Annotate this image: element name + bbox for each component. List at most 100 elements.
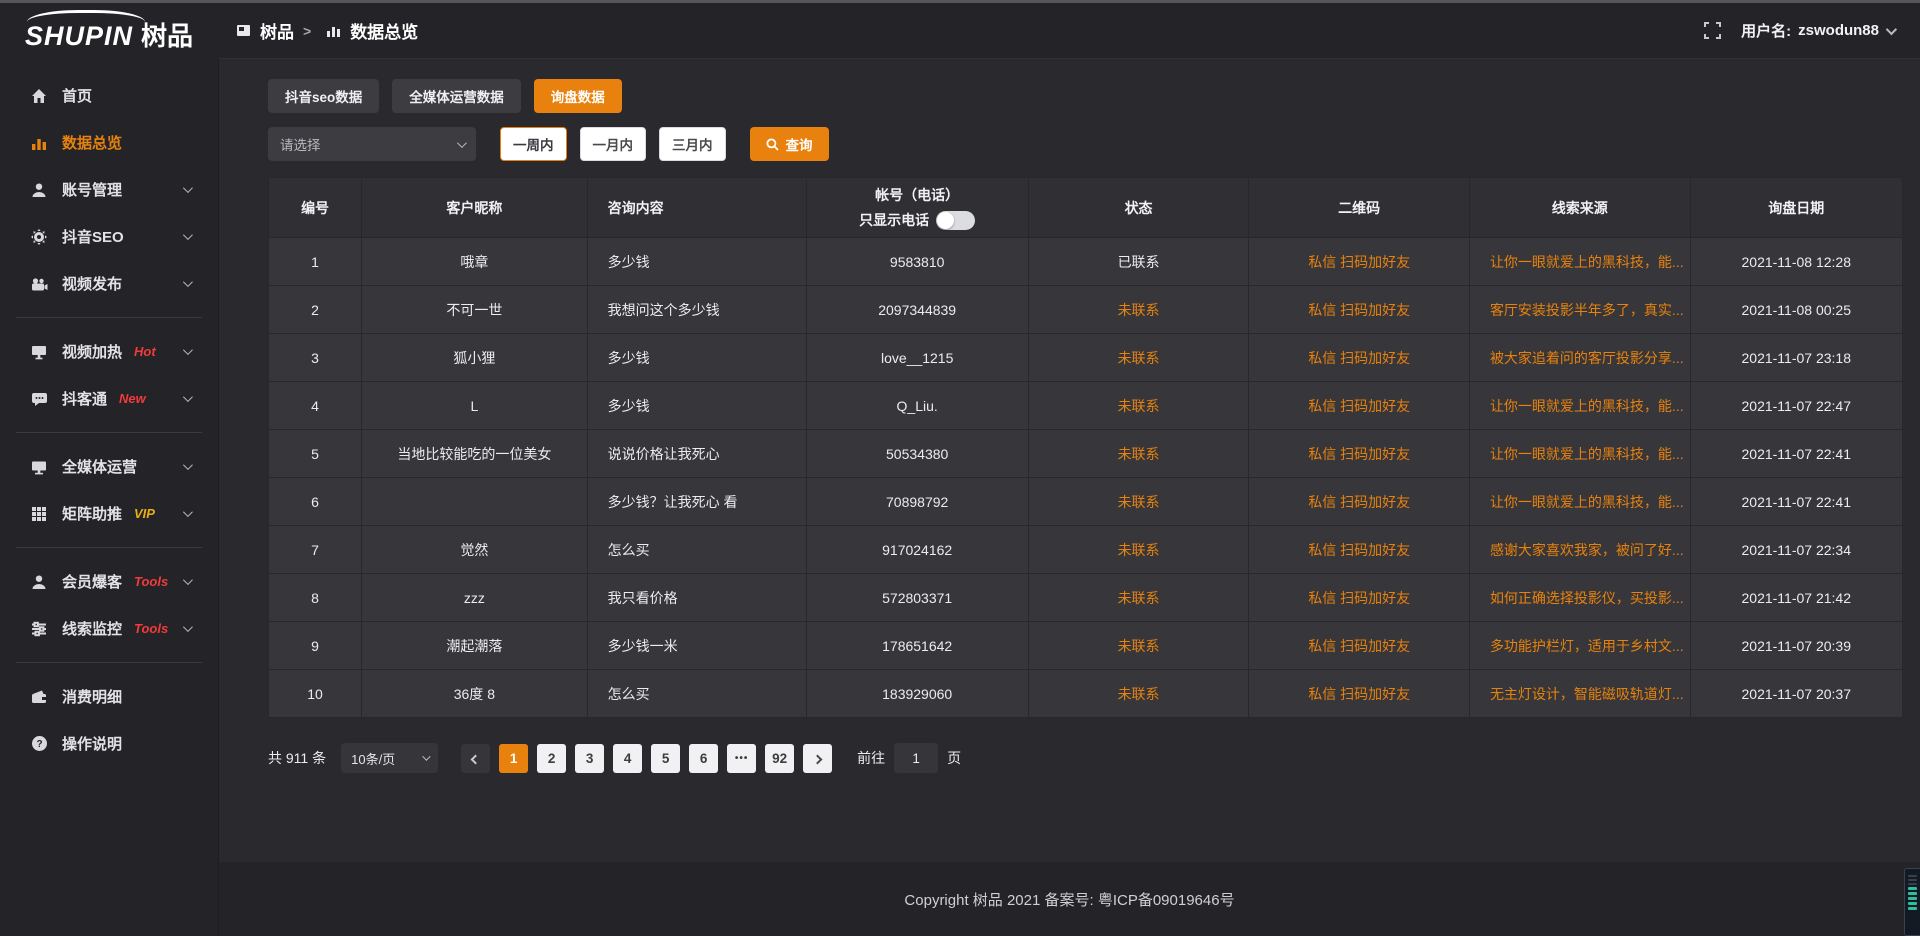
cell-id: 9 [267,621,363,670]
sidebar-item-omnimedia[interactable]: 全媒体运营 [0,443,218,490]
sidebar-item-expense-detail[interactable]: 消费明细 [0,673,218,720]
cell-message: 怎么买 [586,669,807,718]
sidebar-item-doukeTong[interactable]: 抖客通 New [0,375,218,422]
query-button[interactable]: 查询 [749,127,829,161]
corner-widget[interactable] [1904,868,1920,936]
source-link[interactable]: 如何正确选择投影仪，买投影... [1468,573,1691,622]
cell-nickname: L [361,381,588,430]
chevron-down-icon [182,575,193,586]
tab-omnimedia-data[interactable]: 全媒体运营数据 [392,79,521,113]
period-month-button[interactable]: 一月内 [579,127,646,161]
qrcode-link[interactable]: 私信 扫码加好友 [1248,333,1470,382]
tab-douyin-seo-data[interactable]: 抖音seo数据 [268,79,380,113]
fullscreen-icon[interactable] [1704,22,1722,39]
divider [16,662,202,663]
window-top-edge [0,0,1920,3]
cell-message: 多少钱？让我死心 看 [586,477,807,526]
cell-date: 2021-11-07 23:18 [1689,333,1904,382]
monitor-icon [30,458,48,476]
sidebar-item-home[interactable]: 首页 [0,72,218,119]
qrcode-link[interactable]: 私信 扫码加好友 [1248,429,1470,478]
source-link[interactable]: 让你一眼就爱上的黑科技，能... [1468,429,1691,478]
cell-nickname: 36度 8 [361,669,588,718]
source-link[interactable]: 无主灯设计，智能磁吸轨道灯... [1468,669,1691,718]
page-button-92[interactable]: 92 [765,743,795,773]
table-row: 2 不可一世 我想问这个多少钱 2097344839 未联系 私信 扫码加好友 … [267,285,1904,334]
filter-bar: 请选择 一周内 一月内 三月内 查询 [268,127,1903,161]
top-header: SHUPIN 树品 树品 > 数据总览 用户名: zswodun88 [0,3,1920,58]
page-footer: Copyright 树品 2021 备案号: 粤ICP备09019646号 [219,862,1920,936]
qrcode-link[interactable]: 私信 扫码加好友 [1248,477,1470,526]
qrcode-link[interactable]: 私信 扫码加好友 [1248,285,1470,334]
goto-page-input[interactable] [894,743,939,773]
qrcode-link[interactable]: 私信 扫码加好友 [1248,669,1470,718]
qrcode-link[interactable]: 私信 扫码加好友 [1248,573,1470,622]
source-link[interactable]: 被大家追着问的客厅投影分享... [1468,333,1691,382]
period-quarter-button[interactable]: 三月内 [659,127,726,161]
sidebar-item-lead-monitor[interactable]: 线索监控 Tools [0,605,218,652]
sidebar-item-video-publish[interactable]: 视频发布 [0,260,218,307]
cell-id: 10 [267,669,363,718]
qrcode-link[interactable]: 私信 扫码加好友 [1248,621,1470,670]
chevron-down-icon [182,345,193,356]
prev-page-button[interactable] [461,743,491,773]
cell-message: 多少钱一米 [586,621,807,670]
widget-bar [1908,892,1917,895]
logo-text-cn: 树品 [140,21,193,51]
cell-message: 多少钱 [586,237,807,286]
cell-date: 2021-11-07 22:34 [1689,525,1904,574]
logo-text-en: SHUPIN [25,21,134,51]
sidebar-item-label: 会员爆客 [62,574,123,591]
member-icon [30,573,48,591]
cell-date: 2021-11-07 22:41 [1689,429,1904,478]
page-button-5[interactable]: 5 [651,743,681,773]
cell-account: 572803371 [805,573,1029,622]
cell-nickname: 哦章 [361,237,588,286]
sidebar-item-label: 首页 [62,88,93,105]
sidebar-item-data-overview[interactable]: 数据总览 [0,119,218,166]
source-link[interactable]: 多功能护栏灯，适用于乡村文... [1468,621,1691,670]
page-button-1[interactable]: 1 [499,743,529,773]
bar-chart-icon [30,134,48,152]
page-button-2[interactable]: 2 [537,743,567,773]
source-link[interactable]: 客厅安装投影半年多了，真实... [1468,285,1691,334]
cell-account: 9583810 [805,237,1029,286]
page-button-6[interactable]: 6 [689,743,719,773]
sidebar-item-video-heat[interactable]: 视频加热 Hot [0,328,218,375]
source-link[interactable]: 让你一眼就爱上的黑科技，能... [1468,477,1691,526]
col-header-account-title: 帐号（电话） [875,187,960,203]
period-week-button[interactable]: 一周内 [500,127,567,161]
table-row: 10 36度 8 怎么买 183929060 未联系 私信 扫码加好友 无主灯设… [267,669,1904,718]
phone-only-toggle[interactable] [936,210,976,230]
page-button-4[interactable]: 4 [613,743,643,773]
col-header-status: 状态 [1027,177,1250,238]
filter-select[interactable]: 请选择 [268,127,476,161]
sidebar-item-help[interactable]: ? 操作说明 [0,720,218,767]
qrcode-link[interactable]: 私信 扫码加好友 [1248,381,1470,430]
page-ellipsis-button[interactable]: ••• [727,743,757,773]
sidebar-item-label: 全媒体运营 [62,459,138,476]
breadcrumb-root[interactable]: 树品 [260,23,294,42]
source-link[interactable]: 让你一眼就爱上的黑科技，能... [1468,381,1691,430]
cell-date: 2021-11-08 00:25 [1689,285,1904,334]
sidebar-item-account-mgmt[interactable]: 账号管理 [0,166,218,213]
sliders-icon [30,620,48,638]
sidebar-item-douyin-seo[interactable]: 抖音SEO [0,213,218,260]
search-icon [766,138,779,151]
page-size-select[interactable]: 10条/页 [341,743,439,773]
next-page-button[interactable] [803,743,833,773]
cell-nickname: 潮起潮落 [361,621,588,670]
source-link[interactable]: 感谢大家喜欢我家，被问了好... [1468,525,1691,574]
sidebar-item-member-burst[interactable]: 会员爆客 Tools [0,558,218,605]
user-menu[interactable]: 用户名: zswodun88 [1741,20,1898,41]
source-link[interactable]: 让你一眼就爱上的黑科技，能... [1468,237,1691,286]
qrcode-link[interactable]: 私信 扫码加好友 [1248,525,1470,574]
sidebar-item-matrix-boost[interactable]: 矩阵助推 VIP [0,490,218,537]
table-row: 6 多少钱？让我死心 看 70898792 未联系 私信 扫码加好友 让你一眼就… [267,477,1904,526]
screen-icon [30,343,48,361]
sidebar-item-label: 矩阵助推 [62,506,123,523]
tab-inquiry-data[interactable]: 询盘数据 [533,79,622,113]
qrcode-link[interactable]: 私信 扫码加好友 [1248,237,1470,286]
cell-message: 怎么买 [586,525,807,574]
page-button-3[interactable]: 3 [575,743,605,773]
